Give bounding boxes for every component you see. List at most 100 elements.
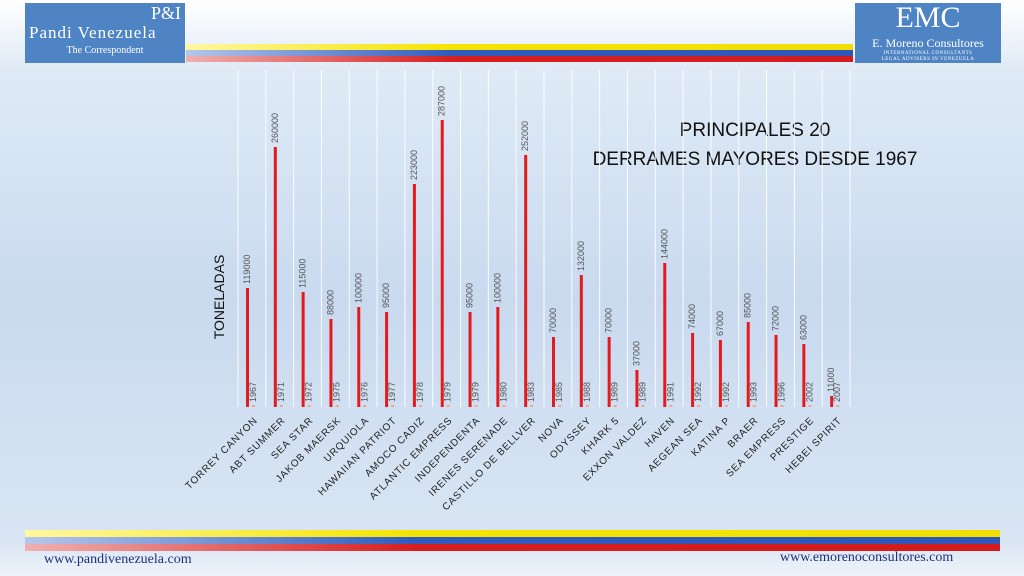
bar-year xyxy=(418,405,422,407)
data-label-tonnage: 85000 xyxy=(743,293,753,318)
bar-year xyxy=(585,405,589,407)
data-label-tonnage: 72000 xyxy=(771,306,781,331)
data-label-year: 1983 xyxy=(526,382,536,402)
data-label-year: 1996 xyxy=(777,382,787,402)
data-label-tonnage: 132000 xyxy=(576,241,586,271)
data-label-year: 2007 xyxy=(832,382,842,402)
bar-tonnage xyxy=(830,396,834,407)
data-label-year: 1985 xyxy=(554,382,564,402)
y-axis-label: TONELADAS xyxy=(211,255,227,340)
footer-left-url[interactable]: www.pandivenezuela.com xyxy=(44,552,192,567)
data-label-year: 1989 xyxy=(637,382,647,402)
data-label-year: 1979 xyxy=(471,382,481,402)
data-label-tonnage: 119000 xyxy=(242,255,252,284)
data-label-year: 1979 xyxy=(443,382,453,402)
bar-tonnage xyxy=(635,370,639,407)
data-label-tonnage: 11000 xyxy=(826,368,836,392)
data-label-year: 1972 xyxy=(304,382,314,402)
chart-title: PRINCIPALES 20 DERRAMES MAYORES DESDE 19… xyxy=(560,116,950,174)
bar-year xyxy=(697,405,701,407)
bar-tonnage xyxy=(802,344,806,407)
bar-tonnage xyxy=(774,335,778,407)
data-label-year: 1967 xyxy=(248,382,258,402)
logo-name-text: Pandi Venezuela xyxy=(29,23,157,42)
data-label-tonnage: 70000 xyxy=(548,308,558,333)
bar-year xyxy=(474,405,478,407)
data-label-tonnage: 100000 xyxy=(353,273,363,303)
bar-year xyxy=(307,405,311,407)
logo-tagline-2: LEGAL ADVISERS IN VENEZUELA xyxy=(881,57,975,62)
data-label-tonnage: 37000 xyxy=(631,341,641,366)
bar-tonnage xyxy=(552,337,555,407)
pandi-venezuela-logo: P&I Pandi Venezuela The Correspondent xyxy=(25,3,185,63)
data-label-tonnage: 100000 xyxy=(492,273,502,303)
logo-emc-text: EMC xyxy=(895,1,961,34)
bar-tonnage xyxy=(663,263,667,407)
data-label-tonnage: 260000 xyxy=(270,113,280,143)
flag-stripe-top xyxy=(186,44,853,62)
data-label-year: 1976 xyxy=(359,382,369,402)
chart-title-line2: DERRAMES MAYORES DESDE 1967 xyxy=(592,149,918,170)
bar-tonnage xyxy=(246,288,249,407)
footer-right-url[interactable]: www.emorenoconsultores.com xyxy=(780,550,954,565)
emc-logo: EMC E. Moreno Consultores INTERNATIONAL … xyxy=(855,1,1001,63)
bar-year xyxy=(558,405,561,407)
bar-year xyxy=(363,405,367,407)
data-label-year: 1977 xyxy=(387,382,397,402)
bar-tonnage xyxy=(496,307,500,407)
data-label-year: 1989 xyxy=(610,382,620,402)
data-label-tonnage: 70000 xyxy=(604,308,614,333)
logo-pi-text: P&I xyxy=(150,3,181,23)
flag-stripe-bottom xyxy=(25,530,1000,551)
data-label-tonnage: 95000 xyxy=(381,283,391,308)
bar-year xyxy=(752,405,756,407)
logo-company-text: E. Moreno Consultores xyxy=(872,36,984,50)
logo-sub-text: The Correspondent xyxy=(66,45,144,56)
data-label-tonnage: 223000 xyxy=(409,150,419,180)
data-label-year: 1975 xyxy=(331,382,341,402)
bar-tonnage xyxy=(273,147,277,407)
bar-year xyxy=(808,405,812,407)
bar-year xyxy=(446,405,450,407)
bar-tonnage xyxy=(329,319,333,407)
bar-year xyxy=(279,405,283,407)
data-label-year: 1992 xyxy=(693,382,703,402)
bar-tonnage xyxy=(385,312,389,407)
bar-tonnage xyxy=(718,340,722,407)
data-label-year: 1991 xyxy=(665,382,675,402)
bar-tonnage xyxy=(468,312,472,407)
bar-year xyxy=(335,405,339,407)
bar-year xyxy=(780,405,784,407)
bar-tonnage xyxy=(440,120,444,407)
chart-title-line1: PRINCIPALES 20 xyxy=(679,120,831,141)
data-label-year: 2002 xyxy=(804,382,814,402)
data-label-tonnage: 67000 xyxy=(715,311,725,336)
data-label-year: 1992 xyxy=(721,382,731,402)
data-label-year: 1993 xyxy=(749,382,759,402)
data-label-tonnage: 63000 xyxy=(798,315,808,340)
data-label-tonnage: 252000 xyxy=(520,121,530,151)
data-label-tonnage: 115000 xyxy=(298,259,308,288)
bar-tonnage xyxy=(579,275,583,407)
data-label-year: 1978 xyxy=(415,382,425,402)
bar-tonnage xyxy=(412,184,416,407)
bar-year xyxy=(836,405,840,407)
bar-year xyxy=(724,405,728,407)
bar-year xyxy=(391,405,395,407)
data-label-year: 1980 xyxy=(498,382,508,402)
data-label-tonnage: 287000 xyxy=(437,86,447,116)
bar-year xyxy=(252,405,255,407)
data-label-year: 1988 xyxy=(582,382,592,402)
bar-year xyxy=(669,405,673,407)
bar-year xyxy=(641,405,645,407)
bar-year xyxy=(530,405,534,407)
data-label-year: 1971 xyxy=(276,382,286,402)
bar-tonnage xyxy=(357,307,361,407)
data-label-tonnage: 88000 xyxy=(325,290,335,315)
bar-tonnage xyxy=(301,292,305,407)
bar-year xyxy=(613,405,617,407)
bar-tonnage xyxy=(691,333,695,407)
data-label-tonnage: 74000 xyxy=(687,304,697,329)
data-label-tonnage: 95000 xyxy=(465,283,475,308)
